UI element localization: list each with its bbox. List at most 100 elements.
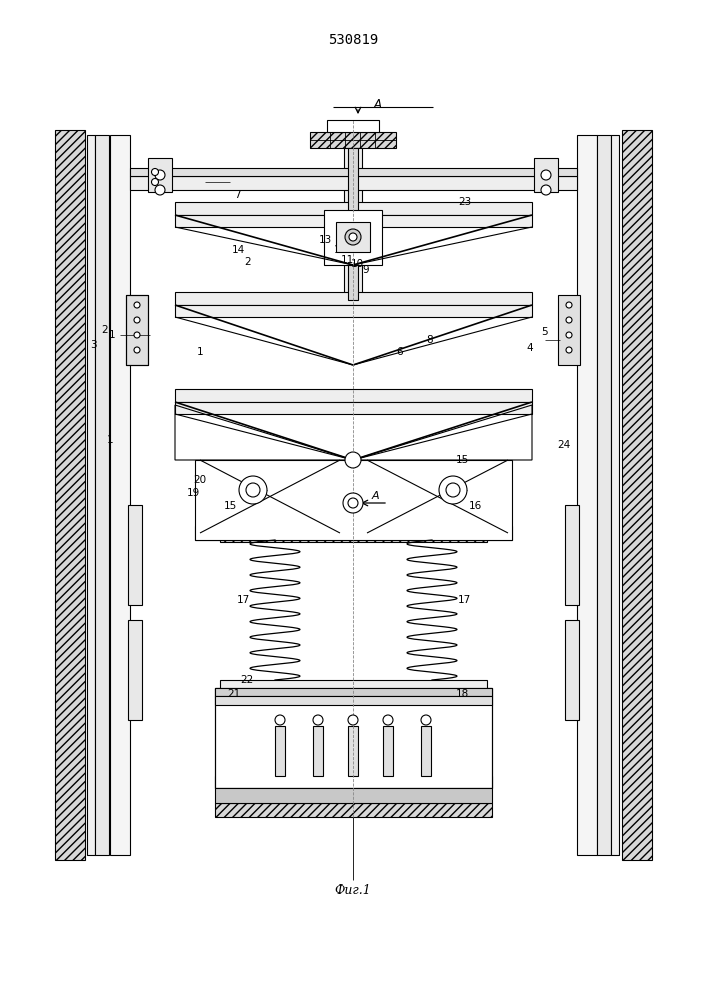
Bar [175, 305, 532, 317]
Text: 23: 23 [458, 197, 472, 207]
Circle shape [541, 170, 551, 180]
Bar [128, 620, 142, 720]
Text: 15: 15 [455, 455, 469, 465]
Text: A: A [374, 99, 382, 111]
Text: 530819: 530819 [328, 33, 378, 47]
Text: 8: 8 [427, 335, 433, 345]
Circle shape [566, 302, 572, 308]
Text: 1: 1 [109, 330, 115, 340]
Bar [126, 295, 148, 365]
Text: 14: 14 [231, 245, 245, 255]
Text: 10: 10 [351, 259, 363, 269]
Bar [87, 135, 95, 855]
Text: 6: 6 [397, 347, 403, 357]
Circle shape [239, 476, 267, 504]
Circle shape [421, 715, 431, 725]
Text: 15: 15 [223, 501, 237, 511]
Text: 11: 11 [340, 255, 354, 265]
Bar [313, 726, 323, 776]
Bar [327, 120, 379, 132]
Bar [215, 688, 492, 788]
Bar [215, 776, 492, 788]
Text: 2: 2 [245, 257, 251, 267]
Bar [348, 726, 358, 776]
Bar [195, 526, 512, 540]
Circle shape [155, 185, 165, 195]
Circle shape [383, 715, 393, 725]
Bar [215, 688, 492, 788]
Bar [336, 222, 370, 252]
Circle shape [566, 347, 572, 353]
Bar [195, 460, 512, 540]
Circle shape [343, 493, 363, 513]
Text: 17: 17 [457, 595, 471, 605]
Bar [175, 215, 532, 227]
Bar [110, 135, 130, 855]
Bar [95, 135, 109, 855]
Text: 18: 18 [455, 689, 469, 699]
Text: 3: 3 [90, 340, 96, 350]
Circle shape [566, 317, 572, 323]
Circle shape [313, 715, 323, 725]
Bar [310, 132, 396, 148]
Bar [130, 168, 577, 176]
Text: 4: 4 [527, 343, 533, 353]
Text: 20: 20 [194, 475, 206, 485]
Text: 16: 16 [468, 501, 481, 511]
Bar [344, 148, 362, 300]
Text: 1: 1 [197, 347, 204, 357]
Bar [55, 130, 85, 860]
Circle shape [348, 715, 358, 725]
Circle shape [446, 483, 460, 497]
Text: 1: 1 [107, 435, 113, 445]
Text: 7: 7 [234, 190, 240, 200]
Bar [130, 176, 577, 190]
Circle shape [246, 483, 260, 497]
Bar [534, 158, 558, 192]
Bar [175, 202, 532, 215]
Bar [215, 788, 492, 803]
Text: 9: 9 [363, 265, 369, 275]
Bar [611, 135, 619, 855]
Bar [421, 726, 431, 776]
Circle shape [439, 476, 467, 504]
Text: 21: 21 [228, 689, 240, 699]
Bar [348, 148, 358, 300]
Circle shape [151, 168, 158, 176]
Bar [220, 680, 487, 690]
Bar [148, 158, 172, 192]
Text: 2: 2 [102, 325, 108, 335]
Circle shape [155, 170, 165, 180]
Bar [577, 135, 597, 855]
Bar [175, 402, 532, 414]
Bar [175, 292, 532, 305]
Circle shape [134, 347, 140, 353]
Bar [565, 505, 579, 605]
Bar [597, 135, 611, 855]
Circle shape [541, 185, 551, 195]
Bar [383, 726, 393, 776]
Text: A: A [371, 491, 379, 501]
Bar [220, 534, 487, 542]
Text: 12: 12 [334, 245, 346, 255]
Circle shape [134, 332, 140, 338]
Text: 5: 5 [542, 327, 549, 337]
Circle shape [348, 498, 358, 508]
Bar [126, 295, 148, 365]
Bar [175, 389, 532, 402]
Bar [324, 210, 382, 265]
Circle shape [345, 229, 361, 245]
Circle shape [275, 715, 285, 725]
Circle shape [134, 302, 140, 308]
Bar [558, 295, 580, 365]
Bar [275, 726, 285, 776]
Bar [128, 505, 142, 605]
Circle shape [566, 332, 572, 338]
Text: 17: 17 [236, 595, 250, 605]
Bar [565, 620, 579, 720]
Bar [215, 803, 492, 817]
Bar [622, 130, 652, 860]
Bar [215, 688, 492, 696]
Text: 13: 13 [318, 235, 332, 245]
Text: 19: 19 [187, 488, 199, 498]
